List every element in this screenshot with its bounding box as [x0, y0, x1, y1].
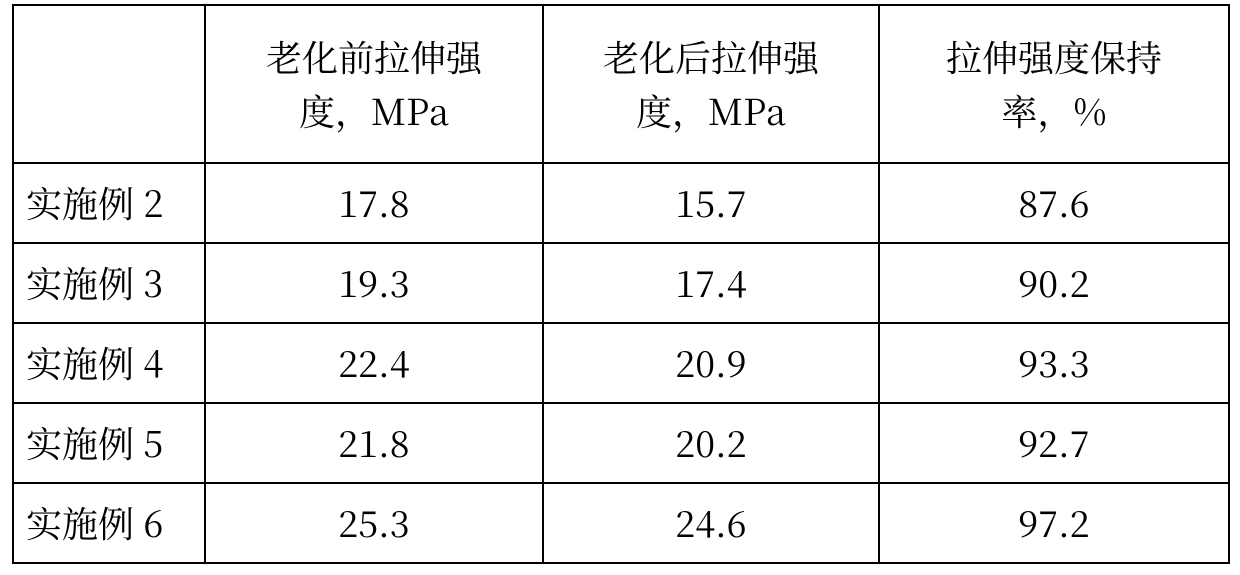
table-header-row: 老化前拉伸强 度，MPa 老化后拉伸强 度，MPa 拉伸强度保持 率，% [13, 5, 1229, 163]
header-text: 度，MPa [636, 85, 786, 136]
row-label-cell: 实施例 4 [13, 323, 205, 403]
header-text: 老化后拉伸强 [603, 31, 819, 82]
header-text: 老化前拉伸强 [266, 31, 482, 82]
cell-retention: 93.3 [879, 323, 1229, 403]
cell-retention: 87.6 [879, 163, 1229, 243]
cell-before: 21.8 [205, 403, 543, 483]
row-label-cell: 实施例 5 [13, 403, 205, 483]
row-label-cell: 实施例 3 [13, 243, 205, 323]
row-label-cell: 实施例 6 [13, 483, 205, 563]
cell-after: 20.9 [543, 323, 879, 403]
table-row: 实施例 5 21.8 20.2 92.7 [13, 403, 1229, 483]
table-row: 实施例 2 17.8 15.7 87.6 [13, 163, 1229, 243]
cell-after: 15.7 [543, 163, 879, 243]
cell-retention: 92.7 [879, 403, 1229, 483]
row-label-cell: 实施例 2 [13, 163, 205, 243]
header-cell-retention: 拉伸强度保持 率，% [879, 5, 1229, 163]
cell-before: 17.8 [205, 163, 543, 243]
header-text: 率，% [1001, 85, 1106, 136]
table-row: 实施例 3 19.3 17.4 90.2 [13, 243, 1229, 323]
tensile-strength-table: 老化前拉伸强 度，MPa 老化后拉伸强 度，MPa 拉伸强度保持 率，% 实施例… [12, 4, 1228, 564]
data-table: 老化前拉伸强 度，MPa 老化后拉伸强 度，MPa 拉伸强度保持 率，% 实施例… [12, 4, 1230, 564]
cell-before: 19.3 [205, 243, 543, 323]
cell-after: 20.2 [543, 403, 879, 483]
table-row: 实施例 4 22.4 20.9 93.3 [13, 323, 1229, 403]
header-text: 度，MPa [299, 85, 449, 136]
cell-before: 22.4 [205, 323, 543, 403]
header-cell-after: 老化后拉伸强 度，MPa [543, 5, 879, 163]
cell-after: 24.6 [543, 483, 879, 563]
header-cell-empty [13, 5, 205, 163]
header-cell-before: 老化前拉伸强 度，MPa [205, 5, 543, 163]
cell-before: 25.3 [205, 483, 543, 563]
cell-after: 17.4 [543, 243, 879, 323]
cell-retention: 90.2 [879, 243, 1229, 323]
cell-retention: 97.2 [879, 483, 1229, 563]
header-text: 拉伸强度保持 [946, 31, 1162, 82]
table-row: 实施例 6 25.3 24.6 97.2 [13, 483, 1229, 563]
